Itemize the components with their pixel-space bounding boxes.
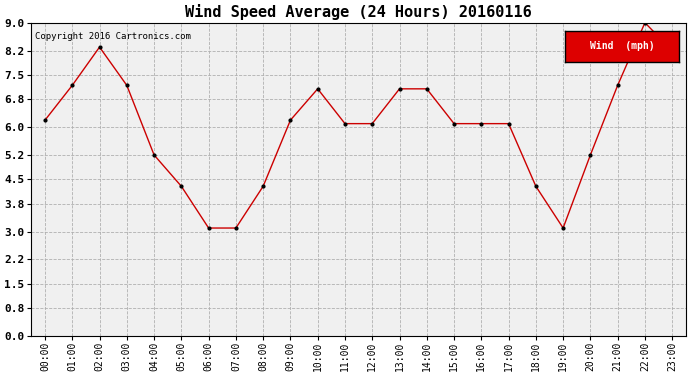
Text: Copyright 2016 Cartronics.com: Copyright 2016 Cartronics.com [34, 32, 190, 41]
Title: Wind Speed Average (24 Hours) 20160116: Wind Speed Average (24 Hours) 20160116 [185, 4, 532, 20]
